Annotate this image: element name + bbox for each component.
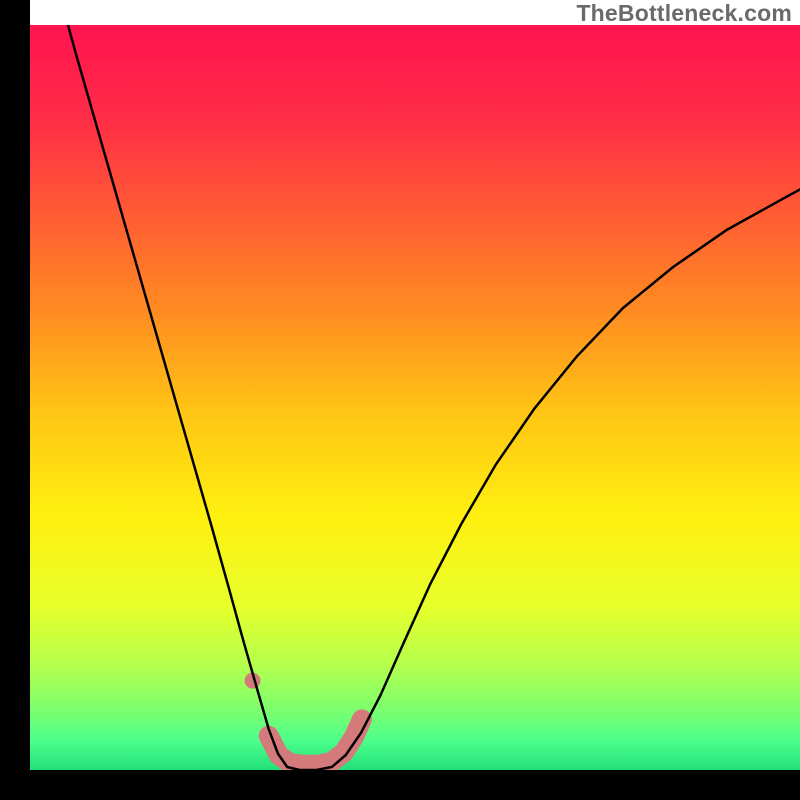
frame-border bbox=[0, 770, 800, 800]
frame-border bbox=[0, 0, 30, 800]
bottleneck-chart bbox=[30, 25, 800, 770]
chart-background bbox=[30, 25, 800, 770]
plot-area bbox=[30, 25, 800, 770]
watermark-text: TheBottleneck.com bbox=[576, 0, 792, 27]
